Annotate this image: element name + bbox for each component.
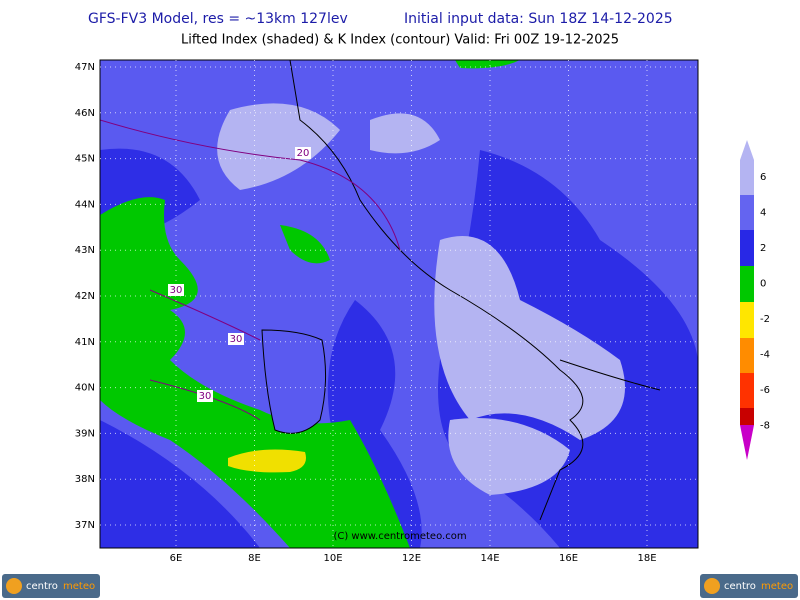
lat-label: 40N — [75, 383, 95, 394]
contour-label: 20 — [297, 148, 310, 159]
subtitle: Lifted Index (shaded) & K Index (contour… — [181, 33, 619, 48]
lat-label: 44N — [75, 199, 95, 210]
lon-label: 12E — [402, 553, 421, 564]
map-frame — [99, 59, 699, 549]
lat-label: 38N — [75, 474, 95, 485]
title-right: Initial input data: Sun 18Z 14-12-2025 — [404, 11, 673, 27]
lat-label: 42N — [75, 291, 95, 302]
contour-label: 30 — [170, 285, 183, 296]
colorbar-label: -6 — [760, 385, 770, 396]
graticule: 47N 46N 45N 44N 43N 42N 41N 40N 39N 38N 37N 6E 8E 10E… — [75, 60, 770, 564]
colorbar — [740, 140, 754, 460]
logo-box — [2, 574, 100, 598]
colorbar-label: -2 — [760, 314, 770, 325]
contour-label-bg — [228, 333, 244, 345]
lat-label: 46N — [75, 108, 95, 119]
colorbar-label: 0 — [760, 279, 766, 290]
lon-label: 18E — [637, 553, 656, 564]
contour-label-bg — [197, 390, 213, 402]
lat-label: 39N — [75, 428, 95, 439]
lon-label: 6E — [170, 553, 183, 564]
lat-label: 43N — [75, 245, 95, 256]
lon-label: 16E — [559, 553, 578, 564]
lon-label: 8E — [248, 553, 261, 564]
lon-label: 10E — [323, 553, 342, 564]
logo-icon — [6, 578, 22, 594]
logo-box — [700, 574, 798, 598]
lat-label: 47N — [75, 62, 95, 73]
copyright: (C) www.centrometeo.com — [333, 531, 466, 542]
logo-icon — [704, 578, 720, 594]
logo-text-b: meteo — [761, 581, 793, 592]
contour-label: 30 — [199, 391, 212, 402]
logo-text-b: meteo — [63, 581, 95, 592]
colorbar-label: 6 — [760, 172, 766, 183]
colorbar-label: -4 — [760, 350, 770, 361]
logo-text-a: centro — [724, 581, 756, 592]
map-field — [100, 60, 698, 548]
colorbar-label: 4 — [760, 208, 766, 219]
lat-label: 37N — [75, 520, 95, 531]
lat-label: 41N — [75, 337, 95, 348]
logos: centro meteo centro meteo — [2, 574, 798, 598]
contour-label: 30 — [230, 334, 243, 345]
title-left: GFS-FV3 Model, res = ~13km 127lev — [88, 11, 348, 27]
logo-text-a: centro — [26, 581, 58, 592]
contour-label-bg — [168, 284, 184, 296]
colorbar-label: 2 — [760, 243, 766, 254]
lon-label: 14E — [480, 553, 499, 564]
colorbar-label: -8 — [760, 421, 770, 432]
lat-label: 45N — [75, 154, 95, 165]
contour-label-bg — [295, 147, 311, 159]
